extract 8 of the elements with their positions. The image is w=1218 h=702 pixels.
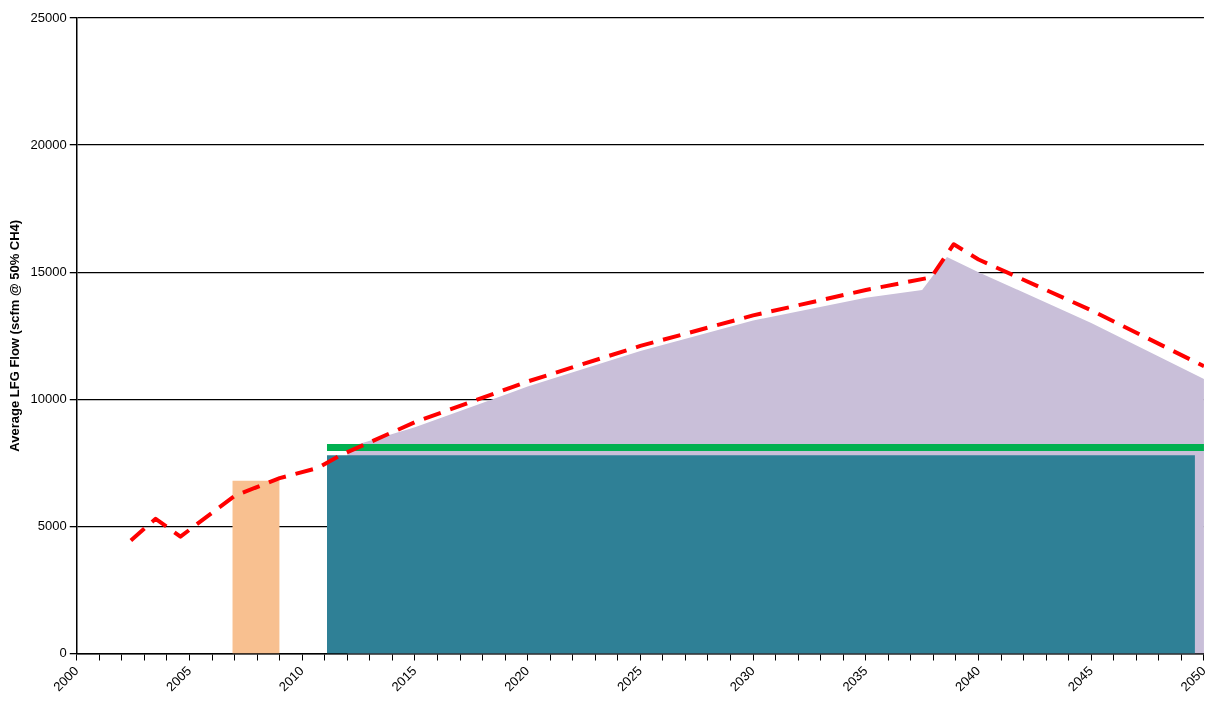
y-tick-label: 10000 — [30, 390, 67, 406]
line-series — [128, 242, 1204, 543]
y-tick-label: 20000 — [30, 136, 67, 152]
y-axis-title: Average LFG Flow (scfm @ 50% CH4) — [7, 219, 23, 452]
y-tick-label: 15000 — [30, 263, 67, 279]
y-tick-label: 25000 — [30, 9, 67, 25]
y-tick-label: 0 — [59, 645, 67, 661]
y-tick-label: 5000 — [37, 517, 67, 533]
